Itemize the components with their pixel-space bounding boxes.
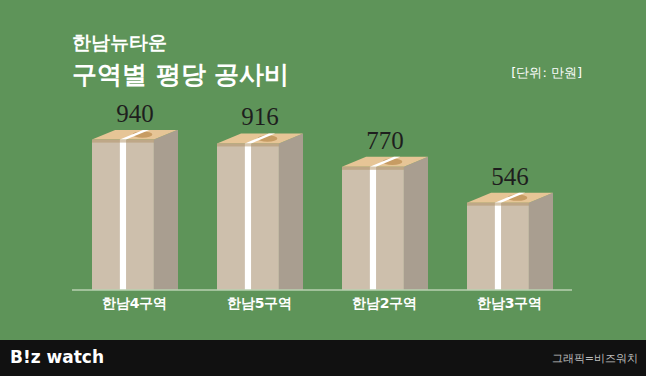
svg-text:한남2구역: 한남2구역 — [352, 295, 418, 311]
svg-text:546: 546 — [491, 163, 529, 190]
html-text:한남뉴타운: 한남뉴타운 — [72, 31, 167, 53]
html-text:그래픽=비즈워치: 그래픽=비즈워치 — [551, 352, 638, 365]
svg-text:940: 940 — [116, 100, 154, 127]
svg-text:770: 770 — [366, 127, 404, 154]
html-text:구역별 평당 공사비: 구역별 평당 공사비 — [72, 60, 290, 89]
html-text:[단위: 만원]: [단위: 만원] — [511, 65, 582, 80]
html-text:B!z watch: B!z watch — [10, 347, 104, 367]
svg-text:916: 916 — [241, 103, 279, 130]
svg-text:한남4구역: 한남4구역 — [102, 295, 168, 311]
svg-text:한남5구역: 한남5구역 — [227, 295, 293, 311]
svg-text:한남3구역: 한남3구역 — [477, 295, 543, 311]
